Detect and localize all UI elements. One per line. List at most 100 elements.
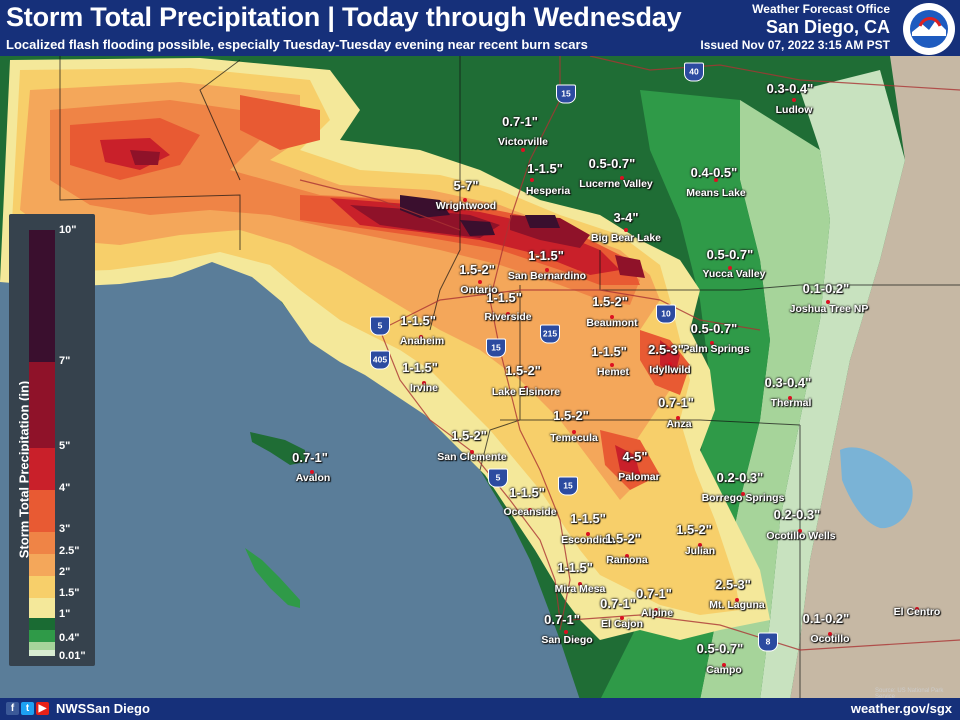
city-marker (463, 198, 467, 202)
precip-amount-label: 0.5-0.7" (696, 641, 744, 656)
city-label: Wrightwood (435, 200, 497, 212)
city-label: Lucerne Valley (579, 178, 653, 190)
city-marker (828, 632, 832, 636)
precip-amount-label: 0.2-0.3" (716, 470, 764, 485)
city-marker (521, 148, 525, 152)
precip-amount-label: 0.5-0.7" (588, 156, 636, 171)
city-marker (528, 508, 532, 512)
city-marker (798, 529, 802, 533)
legend-label: 4" (59, 482, 71, 494)
precip-amount-label: 0.1-0.2" (802, 611, 850, 626)
city-label: Escondido (561, 534, 615, 546)
interstate-15-shield-icon: 15 (486, 338, 506, 358)
legend-label: 3" (59, 523, 71, 535)
interstate-15-shield-icon: 15 (556, 84, 576, 104)
precip-amount-label: 1-1.5" (402, 360, 438, 375)
precip-amount-label: 3-4" (613, 210, 639, 225)
city-marker (422, 381, 426, 385)
precip-amount-label: 1.5-2" (505, 363, 541, 378)
city-marker (620, 616, 624, 620)
city-label: Mira Mesa (554, 583, 606, 595)
precip-amount-label: 1-1.5" (509, 485, 545, 500)
city-marker (572, 430, 576, 434)
city-marker (524, 386, 528, 390)
office-name: San Diego, CA (765, 17, 890, 37)
precip-amount-label: 0.7-1" (636, 586, 672, 601)
city-label: Idyllwild (649, 364, 691, 376)
precip-amount-label: 1.5-2" (451, 428, 487, 443)
precip-amount-label: 0.3-0.4" (764, 375, 812, 390)
city-marker (586, 532, 590, 536)
salton-sea (840, 447, 913, 529)
precip-7-10 (400, 195, 560, 236)
precip-amount-label: 1-1.5" (570, 511, 606, 526)
office-label: Weather Forecast Office (752, 2, 890, 16)
city-label: Anaheim (399, 335, 445, 347)
city-label: Julian (684, 545, 716, 557)
legend-color-bar (29, 230, 55, 656)
city-marker (564, 630, 568, 634)
precip-amount-label: 0.5-0.7" (706, 247, 754, 262)
precip-amount-label: 1-1.5" (486, 290, 522, 305)
city-marker (636, 471, 640, 475)
legend-label: 7" (59, 355, 71, 367)
precip-4-5 (100, 138, 680, 475)
legend-label: 0.01" (59, 650, 86, 662)
social-handle[interactable]: NWSSan Diego (56, 701, 150, 716)
desert-terrain (790, 56, 960, 700)
website-link[interactable]: weather.gov/sgx (850, 701, 952, 716)
city-label: Yucca Valley (702, 268, 766, 280)
precip-amount-label: 2.5-3" (648, 342, 684, 357)
precip-amount-label: 1-1.5" (557, 560, 593, 575)
city-label: Beaumont (586, 317, 638, 329)
twitter-icon[interactable]: t (21, 702, 34, 715)
interstate-405-shield-icon: 405 (370, 350, 390, 370)
precip-amount-label: 0.7-1" (658, 395, 694, 410)
city-label: Ocotillo (810, 633, 850, 645)
precip-amount-label: 0.5-0.7" (690, 321, 738, 336)
precip-amount-label: 0.7-1" (502, 114, 538, 129)
city-label: Means Lake (686, 187, 746, 199)
city-marker (722, 663, 726, 667)
header-bar: Storm Total Precipitation | Today throug… (0, 0, 960, 56)
city-marker (545, 268, 549, 272)
city-label: Alpine (640, 607, 674, 619)
city-label: El Centro (893, 606, 941, 618)
interstate-215-shield-icon: 215 (540, 324, 560, 344)
city-label: Hemet (596, 366, 630, 378)
precip-amount-label: 1-1.5" (527, 161, 563, 176)
city-label: Avalon (295, 472, 331, 484)
interstate-5-shield-icon: 5 (370, 316, 390, 336)
precip-amount-label: 1-1.5" (591, 344, 627, 359)
city-marker (506, 312, 510, 316)
office-info: Weather Forecast Office San Diego, CA Is… (700, 2, 890, 52)
desert-light-green (760, 70, 905, 700)
city-marker (741, 492, 745, 496)
city-marker (735, 598, 739, 602)
precip-amount-label: 1.5-2" (592, 294, 628, 309)
facebook-icon[interactable]: f (6, 702, 19, 715)
precip-3-4 (70, 95, 690, 490)
city-marker (625, 554, 629, 558)
city-label: Ramona (606, 554, 648, 566)
san-clemente-island (245, 548, 300, 608)
interstate-40-shield-icon: 40 (684, 62, 704, 82)
city-marker (620, 176, 624, 180)
precip-amount-label: 0.3-0.4" (766, 81, 814, 96)
interstate-5-shield-icon: 5 (488, 468, 508, 488)
city-label: Anza (666, 418, 692, 430)
precip-5-7 (130, 150, 645, 278)
city-marker (710, 341, 714, 345)
precip-legend: Storm Total Precipitation (in) 10" 7" 5"… (9, 214, 95, 666)
city-label: Big Bear Lake (590, 232, 662, 244)
footer-bar: f t ▶ NWSSan Diego weather.gov/sgx (0, 698, 960, 720)
legend-label: 10" (59, 224, 77, 236)
youtube-icon[interactable]: ▶ (36, 702, 49, 715)
city-label: Hesperia (525, 185, 571, 197)
precip-amount-label: 1.5-2" (459, 262, 495, 277)
legend-label: 2" (59, 566, 71, 578)
interstate-15-shield-icon: 15 (558, 476, 578, 496)
precip-amount-label: 5-7" (453, 178, 479, 193)
city-label: Joshua Tree NP (789, 303, 869, 315)
